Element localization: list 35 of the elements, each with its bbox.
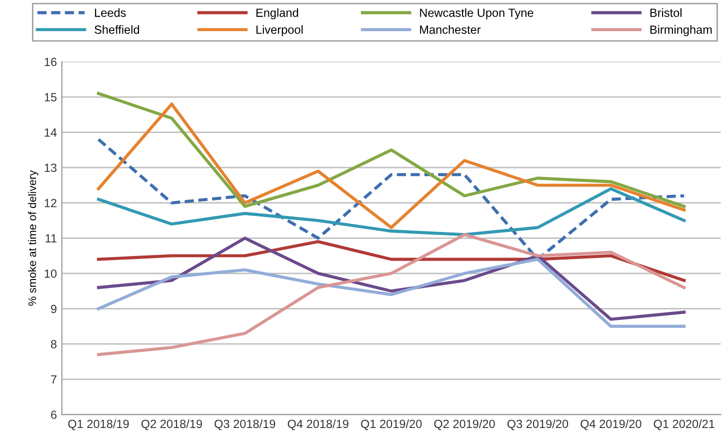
- x-tick-label: Q1 2019/20: [361, 419, 422, 430]
- y-axis-title: % smoke at time of delivery: [28, 170, 38, 306]
- line-series: [96, 92, 686, 208]
- legend-label: Sheffield: [94, 25, 140, 34]
- line-series: [96, 233, 686, 356]
- y-tick-label: 6: [51, 410, 56, 419]
- x-tick-label: Q4 2019/20: [580, 419, 642, 430]
- legend-label: Birmingham: [650, 25, 712, 36]
- x-tick-label: Q4 2018/19: [288, 419, 348, 430]
- x-tick-label: Q1 2018/19: [68, 419, 129, 430]
- y-tick-label: 7: [51, 375, 56, 384]
- y-tick-label: 10: [44, 269, 57, 278]
- legend-label: Manchester: [420, 25, 481, 34]
- y-tick-label: 9: [51, 304, 56, 314]
- legend-label: Bristol: [650, 8, 682, 17]
- line-series: [96, 102, 686, 230]
- x-tick-label: Q3 2018/19: [214, 419, 276, 430]
- y-tick-label: 12: [44, 198, 56, 208]
- x-tick-label: Q2 2019/20: [434, 419, 495, 430]
- line-series: [96, 258, 686, 328]
- legend-label: Newcastle Upon Tyne: [420, 8, 534, 20]
- y-tick-label: 15: [44, 93, 57, 102]
- y-tick-label: 13: [44, 164, 56, 172]
- y-tick-label: 8: [50, 340, 57, 348]
- legend-label: England: [256, 8, 298, 20]
- legend-label: Liverpool: [256, 25, 303, 36]
- line-series: [96, 138, 686, 261]
- x-tick-label: Q2 2018/19: [141, 419, 202, 430]
- y-tick-label: 11: [46, 234, 56, 242]
- line-series: [96, 187, 686, 236]
- x-tick-label: Q1 2020/21: [654, 419, 714, 430]
- y-tick-label: 16: [44, 58, 56, 66]
- x-tick-label: Q3 2019/20: [507, 419, 568, 430]
- y-tick-label: 14: [44, 128, 57, 137]
- legend-label: Leeds: [95, 8, 126, 17]
